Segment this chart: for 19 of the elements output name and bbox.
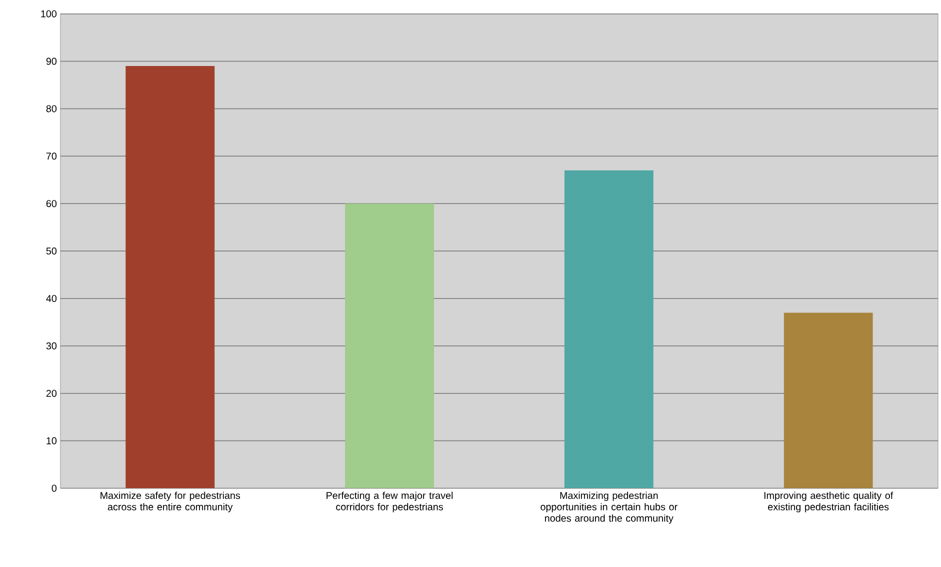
x-tick-label: Maximize safety for pedestrians across the entire community [100, 492, 240, 512]
bar [564, 170, 654, 488]
y-tick-label: 10 [46, 437, 57, 444]
y-tick-label: 70 [46, 152, 57, 160]
y-tick-label: 100 [41, 10, 57, 18]
y-tick-label: 0 [52, 484, 57, 492]
x-tick-label: Maximizing pedestrian opportunities in certain hubs or nodes around the community [540, 492, 678, 524]
y-tick-label: 20 [46, 390, 57, 397]
y-tick-label: 90 [46, 58, 57, 65]
y-tick-label: 40 [46, 294, 57, 302]
bar [784, 312, 873, 488]
x-tick-label: Improving aesthetic quality of existing pedestrian facilities [764, 492, 894, 512]
x-tick-label: Perfecting a few major travel corridors for pedestrians [326, 492, 453, 512]
y-tick-label: 80 [46, 105, 57, 112]
y-tick-label: 30 [46, 342, 57, 350]
bar [345, 203, 434, 488]
y-tick-label: 60 [46, 200, 57, 207]
bar [126, 66, 215, 488]
y-tick-label: 50 [46, 247, 57, 254]
